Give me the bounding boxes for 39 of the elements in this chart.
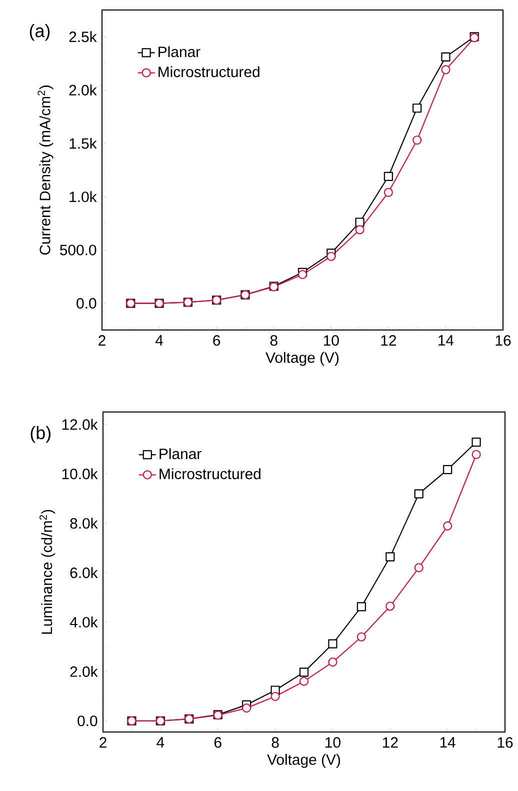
y-tick-label: 12.0k: [62, 418, 98, 430]
y-tick-label: 6.0k: [70, 567, 98, 578]
x-tick-label: 14: [440, 737, 456, 748]
x-tick-label: 12: [381, 335, 396, 346]
y-tick-label: 1.0k: [70, 191, 97, 202]
x-tick-label: 8: [272, 737, 279, 748]
y-tick-label: 8.0k: [70, 518, 98, 529]
y-tick-label: 4.0k: [70, 616, 98, 628]
legend-label: Planar: [160, 448, 202, 460]
x-tick-label: 6: [213, 335, 220, 346]
y-tick-label: 10.0k: [62, 468, 98, 480]
y-tick-label: 500.0: [60, 244, 96, 256]
x-axis-title: Voltage (V): [266, 352, 339, 366]
y-tick-label: 0.0: [78, 716, 98, 726]
text: (a): [30, 24, 50, 41]
y-tick-label: 0.0: [76, 298, 96, 309]
y-tick-label: 2.0k: [69, 84, 97, 96]
legend-label: Microstructured: [160, 468, 260, 480]
y-tick-label: 1.5k: [70, 138, 97, 149]
x-tick-label: 16: [496, 335, 511, 346]
x-tick-label: 4: [156, 737, 164, 748]
y-tick-label: 2.5k: [69, 31, 97, 42]
x-tick-label: 2: [98, 335, 106, 346]
y-axis-title: Luminance (cd/m$^{2}$): [40, 510, 56, 634]
x-tick-label: 12: [382, 737, 398, 748]
x-axis-title: Voltage (V): [267, 754, 340, 768]
x-tick-label: 2: [100, 737, 106, 748]
x-tick-label: 10: [326, 737, 340, 748]
legend-label: Planar: [158, 46, 200, 58]
x-tick-label: 8: [270, 335, 278, 346]
legend-label: Microstructured: [158, 66, 260, 78]
x-tick-label: 16: [498, 737, 513, 748]
y-axis-title: Current Density (mA/cm$^{2}$): [38, 86, 54, 255]
y-tick-label: 2.0k: [70, 666, 98, 677]
x-tick-label: 14: [438, 335, 454, 346]
x-tick-label: 6: [214, 737, 222, 748]
text: (b): [30, 426, 50, 443]
x-tick-label: 4: [155, 335, 164, 346]
x-tick-label: 10: [324, 335, 339, 346]
